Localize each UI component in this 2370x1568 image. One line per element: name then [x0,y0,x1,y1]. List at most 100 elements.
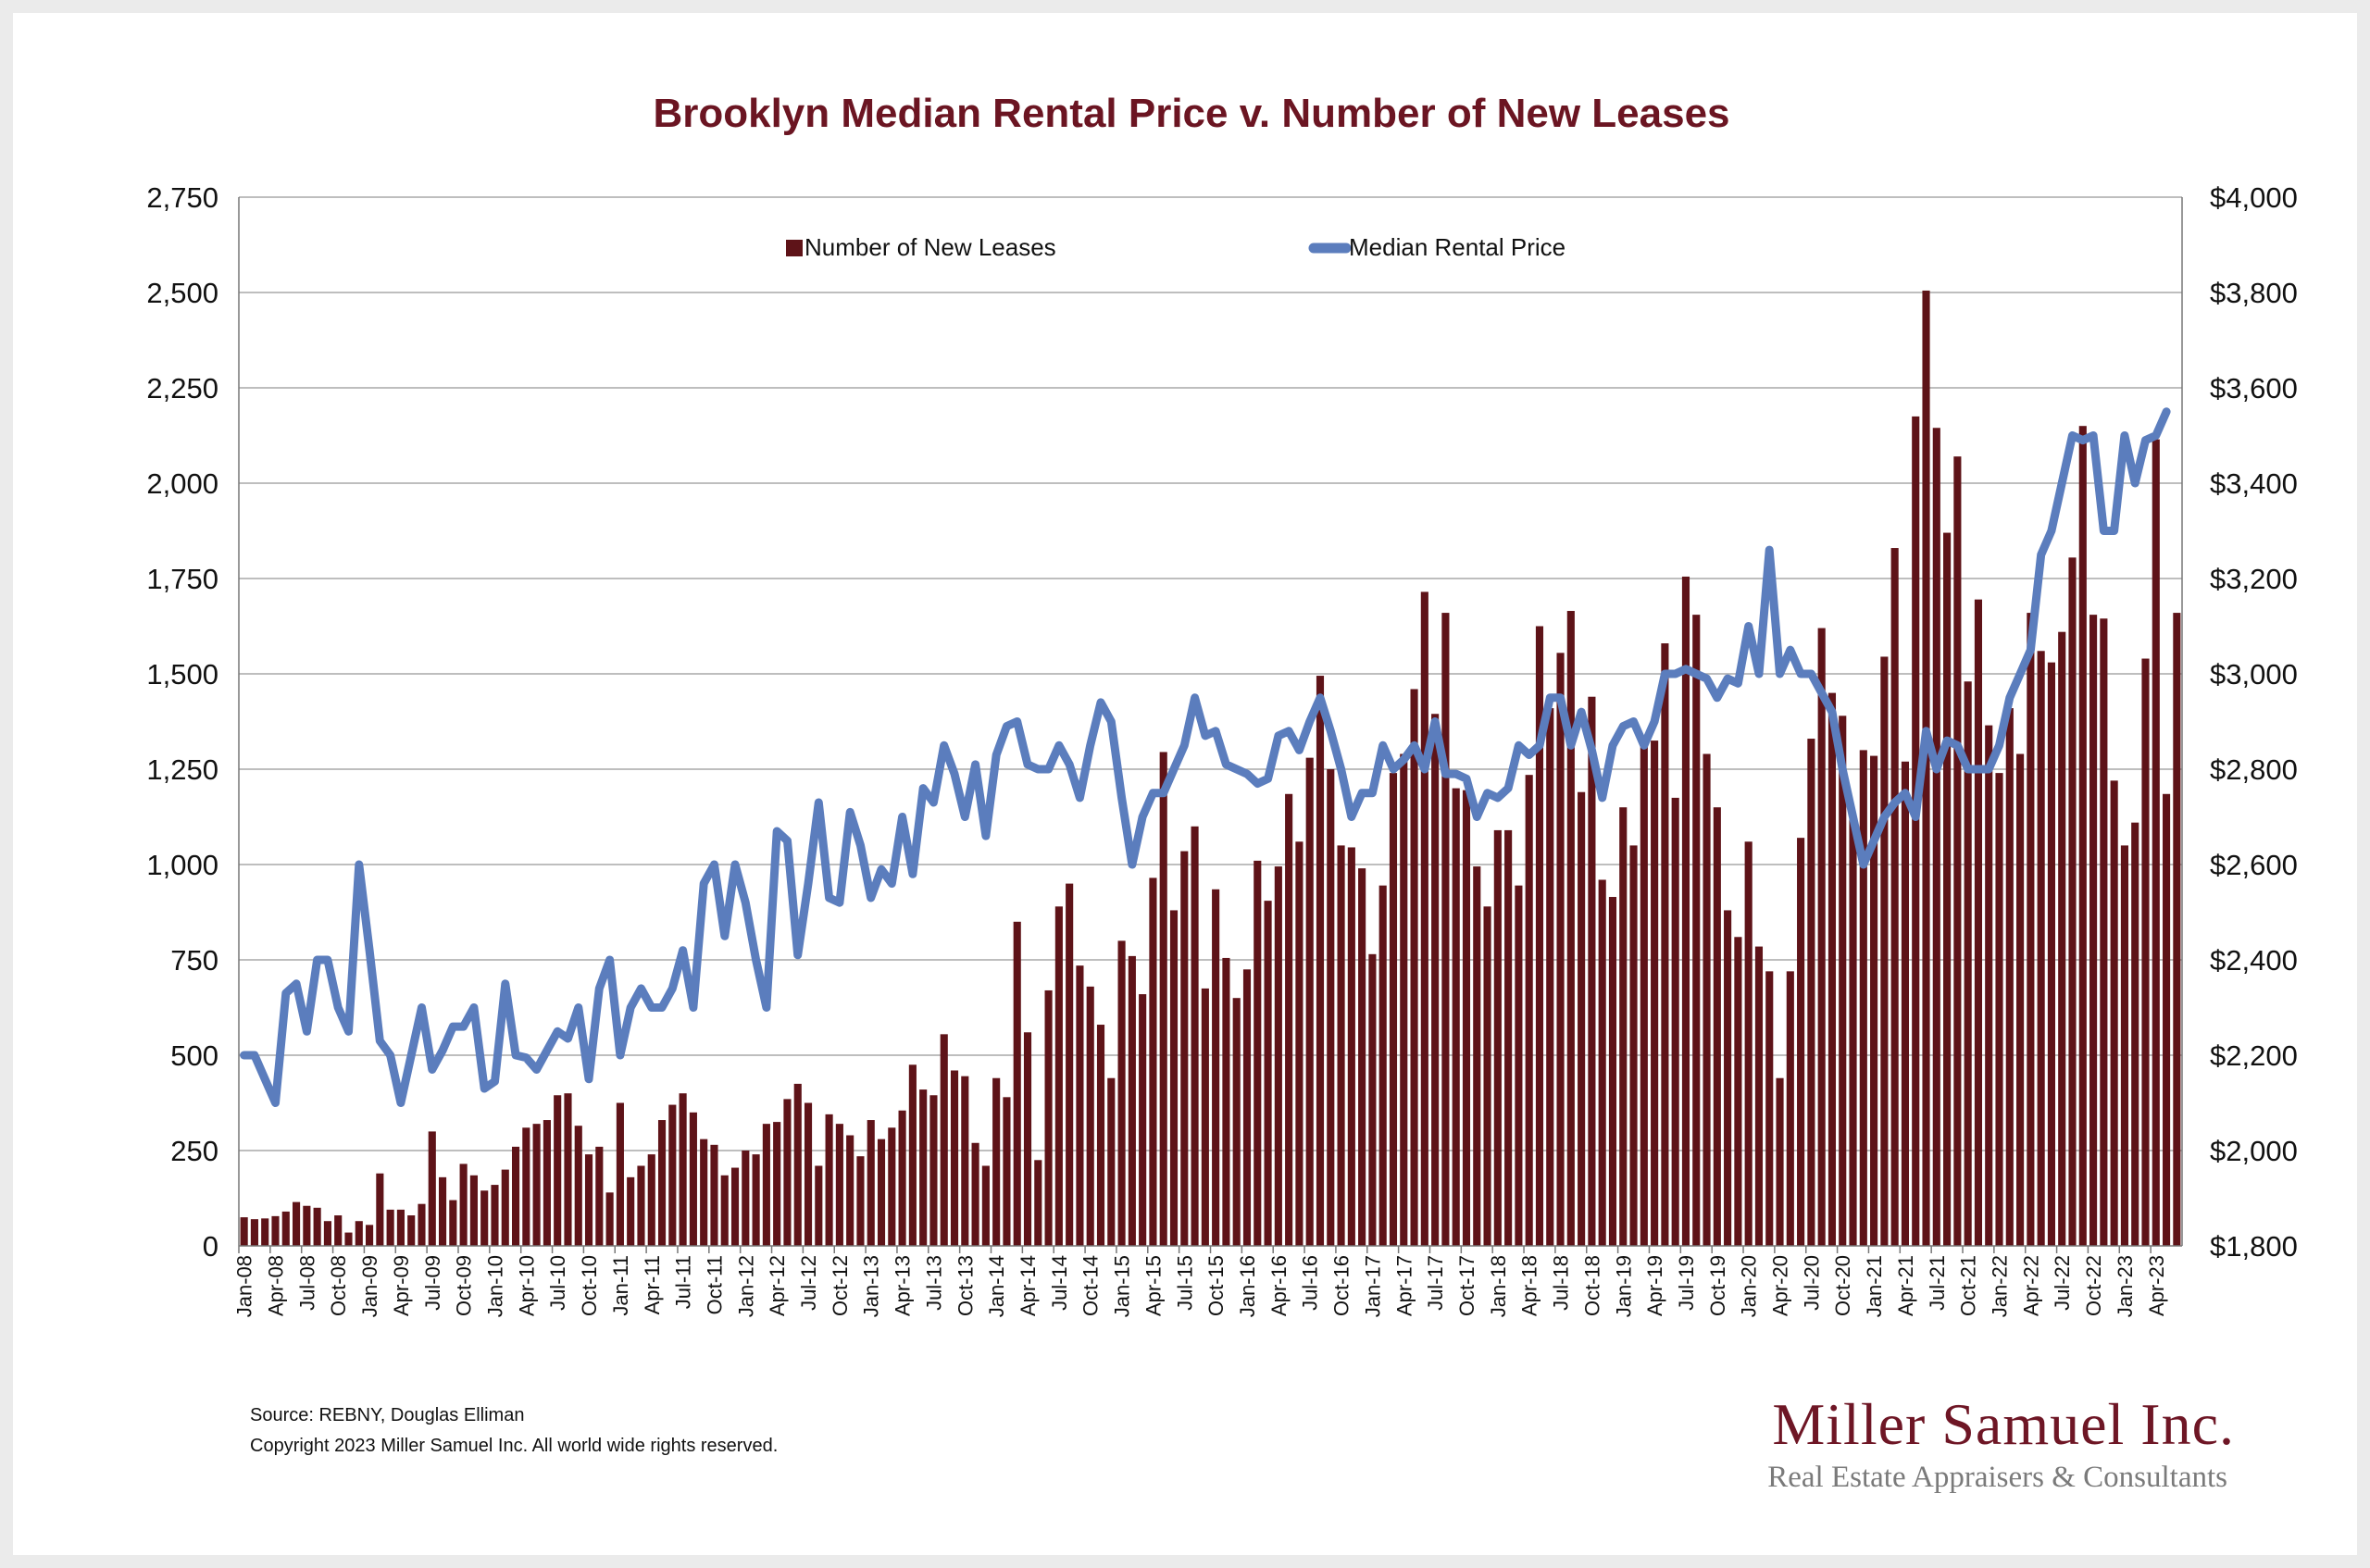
bar [888,1127,896,1246]
bar [1839,716,1847,1246]
bar [418,1203,426,1246]
x-tick-label: Jan-15 [1111,1255,1134,1317]
legend-label-price: Median Rental Price [1349,233,1565,261]
x-tick-label: Jul-17 [1424,1255,1447,1311]
bar [313,1207,321,1246]
y-right-tick-label: $4,000 [2210,181,2298,214]
x-tick-label: Jan-20 [1738,1255,1761,1317]
bar [1264,901,1272,1246]
bar [2078,426,2087,1246]
y-left-tick-label: 500 [170,1039,218,1072]
chart-title: Brooklyn Median Rental Price v. Number o… [653,91,1729,136]
bar [689,1112,697,1246]
bar [616,1102,624,1246]
bar [2058,631,2066,1246]
axes: 0 250 500 750 1,000 1,250 1,500 1,750 2,000 2,250… [146,181,2297,1317]
bar [1368,953,1377,1246]
x-tick-label: Jan-11 [609,1255,632,1316]
bar [1400,753,1408,1246]
bar [1493,829,1502,1246]
bar [1473,866,1481,1246]
bar [1285,793,1293,1246]
y-left-tick-label: 750 [170,944,218,977]
y-right-tick-label: $3,200 [2210,563,2298,595]
bar [1671,797,1679,1246]
bar [469,1175,478,1246]
x-tick-label: Jan-22 [1989,1255,2012,1317]
bar [1765,971,1774,1246]
bar [522,1127,530,1246]
bar [627,1176,635,1246]
legend-label-leases: Number of New Leases [805,233,1056,261]
company-logo-name: Miller Samuel Inc. [1772,1391,2235,1457]
bar [1358,868,1366,1246]
x-tick-label: Apr-21 [1894,1255,1917,1316]
y-right-tick-label: $2,200 [2210,1039,2298,1072]
bar [1462,790,1471,1246]
bar [1232,998,1241,1246]
bar [657,1120,667,1246]
x-tick-label: Oct-11 [703,1255,726,1314]
bar [2152,439,2160,1246]
x-tick-label: Jul-16 [1299,1255,1322,1311]
bar [793,1083,802,1246]
x-tick-label: Jan-19 [1612,1255,1635,1317]
bar [1535,626,1544,1246]
bar [2141,658,2150,1246]
bar [532,1124,541,1246]
bar [459,1164,468,1246]
line-series-median-rental-price [240,407,2171,1107]
bar [250,1219,258,1246]
bar [1546,708,1554,1246]
bar [491,1185,499,1246]
bar [1870,755,1878,1246]
bar [846,1135,854,1246]
bar [511,1146,520,1246]
bar [323,1221,331,1246]
bar [1483,906,1491,1246]
bar [1054,906,1063,1246]
chart-frame: Brooklyn Median Rental Price v. Number o… [13,13,2357,1555]
bar [1985,725,1993,1246]
bar [365,1225,374,1246]
bar [1013,921,1021,1246]
x-tick-label: Jul-11 [672,1255,695,1309]
bar [501,1169,509,1246]
x-tick-label: Apr-19 [1643,1255,1666,1316]
bar [2163,793,2171,1246]
bar [376,1173,384,1246]
bar [992,1077,1001,1246]
x-tick-label: Jul-19 [1675,1255,1698,1311]
bar [730,1167,740,1246]
bar [1222,957,1230,1246]
x-tick-label: Apr-15 [1141,1255,1165,1316]
x-tick-label: Apr-08 [264,1255,287,1316]
x-tick-label: Jan-17 [1361,1255,1384,1317]
bar [856,1156,865,1246]
legend: Number of New Leases Median Rental Price [786,233,1565,261]
x-tick-label: Oct-09 [453,1255,476,1316]
bar [1703,753,1711,1246]
bar [480,1190,489,1246]
bar [2110,780,2118,1246]
bar [1598,879,1606,1246]
chart-canvas: Brooklyn Median Rental Price v. Number o… [146,91,2297,1317]
bar [554,1095,562,1246]
y-left-tick-label: 2,000 [146,467,218,500]
bar [1744,841,1753,1246]
x-tick-label: Jul-22 [2051,1255,2074,1311]
x-tick-label: Jul-08 [295,1255,318,1311]
bar [908,1064,917,1246]
bar [762,1124,770,1246]
bar [637,1165,645,1246]
x-tick-label: Oct-20 [1831,1255,1854,1316]
bar [1378,885,1387,1246]
bar [543,1120,551,1246]
bar [1305,757,1314,1246]
bar [1692,615,1701,1246]
bar [1713,807,1721,1246]
x-tick-label: Apr-14 [1017,1255,1040,1316]
y-left-tick-label: 0 [203,1230,218,1263]
x-tick-label: Jan-18 [1487,1255,1510,1317]
x-tick-label: Apr-13 [892,1255,915,1316]
